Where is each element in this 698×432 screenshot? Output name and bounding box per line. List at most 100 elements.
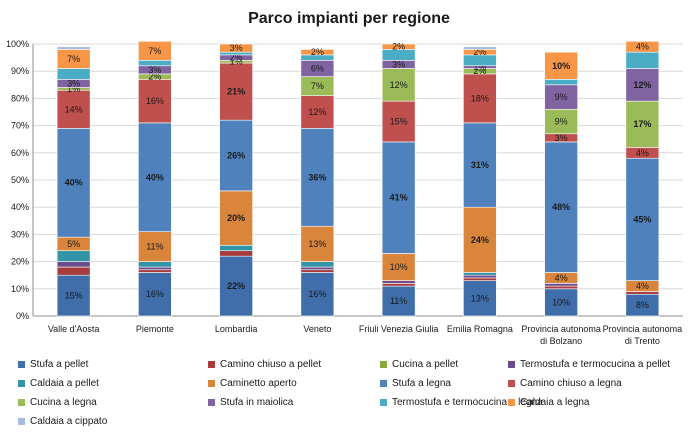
data-label: 2% <box>311 47 324 57</box>
x-tick-label: Provincia autonoma <box>521 324 601 334</box>
data-label: 3% <box>148 65 161 75</box>
bar-segment <box>544 288 578 317</box>
bar-segment <box>219 43 253 53</box>
data-label: 3% <box>230 43 243 53</box>
legend-item: Stufa a legna <box>380 376 451 390</box>
bar-segment <box>544 285 578 290</box>
data-label: 4% <box>636 42 649 52</box>
bar-segment <box>463 277 497 281</box>
data-label: 2% <box>148 72 161 82</box>
data-label: 1% <box>67 84 80 94</box>
legend-item: Termostufa e termocucina a pellet <box>508 357 670 371</box>
data-label: 9% <box>555 117 568 127</box>
data-label: 4% <box>555 273 568 283</box>
bar-segment <box>625 291 660 295</box>
data-label: 11% <box>390 296 407 306</box>
legend-swatch <box>508 398 515 406</box>
bar-segment <box>300 225 335 262</box>
bar-segment <box>300 272 335 317</box>
data-label: 2% <box>392 42 405 52</box>
legend-item: Termostufa e termocucina a legna <box>380 395 543 409</box>
legend-label: Termostufa e termocucina a pellet <box>520 358 671 370</box>
bar-segment <box>463 206 497 273</box>
data-label: 1% <box>230 57 243 67</box>
x-tick-label: di Bolzano <box>540 336 582 346</box>
data-label: 3% <box>555 133 568 143</box>
legend-swatch <box>208 379 215 387</box>
bar-segment <box>463 46 497 50</box>
y-tick-label: 30% <box>11 229 29 239</box>
bar-segment <box>544 141 578 273</box>
x-tick-label: Valle d'Aosta <box>48 324 100 334</box>
y-tick-label: 40% <box>11 202 29 212</box>
data-label: 14% <box>65 104 83 114</box>
bar-segment <box>463 122 497 208</box>
legend-item: Caldaia a pellet <box>18 376 99 390</box>
data-label: 4% <box>636 148 649 158</box>
data-label: 24% <box>471 235 489 245</box>
bar-segment <box>219 62 253 121</box>
bar-segment <box>463 280 497 317</box>
data-label: 17% <box>633 119 651 129</box>
bar-segment <box>544 79 578 86</box>
data-label: 2% <box>230 53 243 63</box>
x-tick-label: Provincia autonoma <box>603 324 683 334</box>
bar-segment <box>300 49 335 56</box>
data-label: 10% <box>552 297 570 307</box>
legend-label: Caldaia a legna <box>520 396 590 408</box>
legend-label: Stufa a legna <box>392 377 451 389</box>
legend-item: Stufa in maiolica <box>208 395 293 409</box>
y-tick-label: 100% <box>6 39 29 49</box>
legend-label: Caldaia a cippato <box>30 415 108 427</box>
bar-segment <box>300 95 335 129</box>
x-tick-label: Emilia Romagna <box>447 324 513 334</box>
data-label: 48% <box>552 202 570 212</box>
bar-segment <box>544 51 578 80</box>
bar-segment <box>56 266 91 276</box>
bar-segment <box>138 261 172 268</box>
bar-segment <box>138 269 172 273</box>
bar-segment <box>56 274 91 317</box>
y-tick-label: 70% <box>11 121 29 131</box>
y-tick-label: 90% <box>11 66 29 76</box>
legend-swatch <box>380 379 387 387</box>
bar-segment <box>219 190 253 246</box>
bar-segment <box>544 108 578 135</box>
data-label: 9% <box>555 92 568 102</box>
bar-segment <box>219 244 253 252</box>
bar-segment <box>56 46 91 50</box>
legend-item: Caldaia a cippato <box>18 414 107 428</box>
y-tick-label: 0% <box>16 311 29 321</box>
data-label: 18% <box>471 93 489 103</box>
legend-label: Camino chiuso a pellet <box>220 358 322 370</box>
y-tick-label: 10% <box>11 284 29 294</box>
legend-item: Caminetto aperto <box>208 376 297 390</box>
data-label: 31% <box>471 160 489 170</box>
data-label: 15% <box>65 291 83 301</box>
bar-segment <box>381 280 416 284</box>
data-label: 11% <box>146 242 163 252</box>
data-label: 7% <box>148 46 161 56</box>
data-label: 40% <box>65 178 83 188</box>
x-tick-label: Lombardia <box>215 324 258 334</box>
bar-segment <box>138 266 172 271</box>
data-label: 15% <box>390 117 408 127</box>
data-label: 40% <box>146 172 164 182</box>
bar-segment <box>381 283 416 287</box>
legend-swatch <box>18 360 25 368</box>
data-label: 8% <box>636 300 649 310</box>
bar-segment <box>138 272 172 317</box>
bar-segment <box>625 68 660 102</box>
data-label: 3% <box>67 78 80 88</box>
data-label: 13% <box>471 293 489 303</box>
bar-segment <box>625 157 660 281</box>
bar-segment <box>56 261 91 268</box>
legend-item: Camino chiuso a legna <box>508 376 622 390</box>
data-label: 12% <box>633 80 651 90</box>
legend-label: Caminetto aperto <box>220 377 297 389</box>
legend-swatch <box>380 398 387 406</box>
legend-label: Cucina a pellet <box>392 358 459 370</box>
bar-segment <box>625 40 660 53</box>
